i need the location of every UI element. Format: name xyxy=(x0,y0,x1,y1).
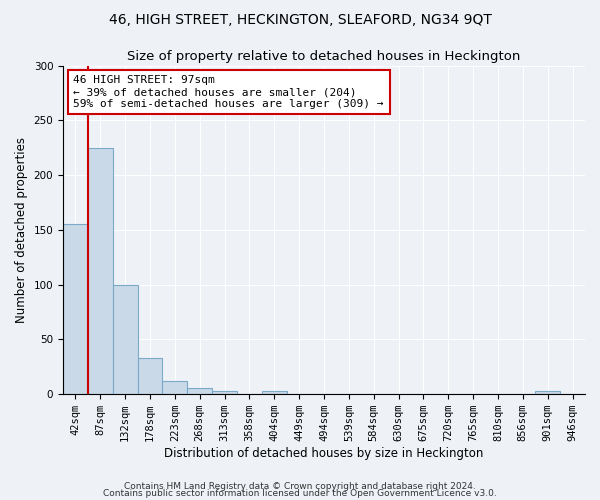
Bar xyxy=(212,391,237,394)
Text: Contains public sector information licensed under the Open Government Licence v3: Contains public sector information licen… xyxy=(103,489,497,498)
Text: Contains HM Land Registry data © Crown copyright and database right 2024.: Contains HM Land Registry data © Crown c… xyxy=(124,482,476,491)
X-axis label: Distribution of detached houses by size in Heckington: Distribution of detached houses by size … xyxy=(164,447,484,460)
Text: 46 HIGH STREET: 97sqm
← 39% of detached houses are smaller (204)
59% of semi-det: 46 HIGH STREET: 97sqm ← 39% of detached … xyxy=(73,76,384,108)
Bar xyxy=(88,148,113,394)
Bar xyxy=(137,358,163,394)
Bar xyxy=(113,284,137,394)
Bar xyxy=(163,381,187,394)
Bar xyxy=(187,388,212,394)
Bar xyxy=(63,224,88,394)
Y-axis label: Number of detached properties: Number of detached properties xyxy=(15,137,28,323)
Text: 46, HIGH STREET, HECKINGTON, SLEAFORD, NG34 9QT: 46, HIGH STREET, HECKINGTON, SLEAFORD, N… xyxy=(109,12,491,26)
Bar xyxy=(262,391,287,394)
Bar xyxy=(535,391,560,394)
Title: Size of property relative to detached houses in Heckington: Size of property relative to detached ho… xyxy=(127,50,521,63)
